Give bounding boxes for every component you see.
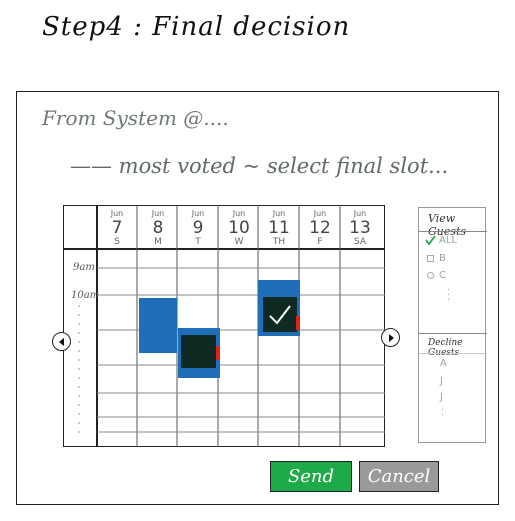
calendar-lines [62, 204, 385, 447]
day-month: Jun [191, 209, 205, 218]
time-label-9am: 9am [73, 262, 95, 273]
instruction-text: —— most voted ~ select final slot... [70, 154, 449, 178]
day-weekday: SA [353, 237, 367, 247]
day-date: 10 [228, 218, 250, 238]
send-button[interactable]: Send [270, 461, 352, 492]
day-header: Jun 10 W [219, 208, 259, 248]
day-date: 8 [152, 218, 164, 238]
checkmark-icon [269, 304, 291, 325]
day-header: Jun 7 S [97, 208, 137, 248]
day-date: 13 [349, 218, 371, 238]
day-month: Jun [151, 209, 165, 218]
checkbox-icon [427, 272, 434, 279]
guest-label: C [439, 270, 446, 281]
day-weekday: S [114, 237, 120, 247]
slot-red-marker [296, 316, 300, 330]
day-month: Jun [272, 209, 286, 218]
decline-guest-item: J [440, 392, 443, 403]
day-date: 12 [309, 218, 331, 238]
guest-item-c[interactable]: C [427, 270, 446, 281]
guest-item-b[interactable]: B [427, 253, 446, 264]
checkmark-icon [425, 235, 436, 246]
day-header: Jun 8 M [138, 208, 178, 248]
day-month: Jun [313, 209, 327, 218]
day-header: Jun 13 SA [340, 208, 380, 248]
day-month: Jun [353, 209, 367, 218]
day-weekday: TH [272, 237, 286, 247]
time-label-10am: 10am [71, 290, 100, 301]
slot-red-marker [216, 346, 220, 360]
day-date: 9 [192, 218, 204, 238]
slot-jun9-voted[interactable] [178, 328, 220, 378]
guest-label: B [439, 253, 446, 264]
day-weekday: M [154, 237, 162, 247]
dialog-frame [16, 91, 499, 505]
decline-guest-item: J [440, 376, 443, 387]
checkbox-icon [427, 255, 434, 262]
day-weekday: W [234, 237, 244, 247]
page-title: Step4 : Final decision [42, 12, 351, 42]
slot-selected-fill [263, 297, 297, 332]
chevron-left-icon [58, 337, 64, 346]
cancel-button[interactable]: Cancel [359, 461, 439, 492]
slot-jun8-voted[interactable] [139, 298, 177, 353]
day-weekday: T [195, 237, 201, 247]
calendar-grid [62, 204, 385, 447]
decline-guests-title: Decline Guests [428, 338, 463, 358]
from-system-line: From System @.... [42, 106, 229, 130]
more-dots: · · [441, 405, 445, 421]
slot-jun11-final[interactable] [258, 280, 300, 336]
next-week-button[interactable] [381, 328, 400, 347]
guest-panel: View Guests ALL B C · · · Decline Guests A… [418, 207, 487, 443]
divider [419, 231, 487, 232]
day-header: Jun 9 T [178, 208, 218, 248]
day-header: Jun 12 F [300, 208, 340, 248]
guest-label: ALL [439, 235, 457, 246]
day-header: Jun 11 TH [259, 208, 299, 248]
chevron-right-icon [388, 333, 394, 342]
divider [419, 333, 487, 334]
slot-selected-fill [181, 335, 216, 368]
guest-item-all[interactable]: ALL [425, 235, 457, 246]
day-date: 7 [111, 218, 123, 238]
day-month: Jun [110, 209, 124, 218]
decline-guest-item: A [440, 358, 447, 369]
divider [419, 353, 487, 354]
day-month: Jun [232, 209, 246, 218]
prev-week-button[interactable] [52, 332, 71, 351]
more-dots: · · · [447, 285, 451, 306]
day-weekday: F [317, 237, 323, 247]
day-date: 11 [268, 218, 290, 238]
